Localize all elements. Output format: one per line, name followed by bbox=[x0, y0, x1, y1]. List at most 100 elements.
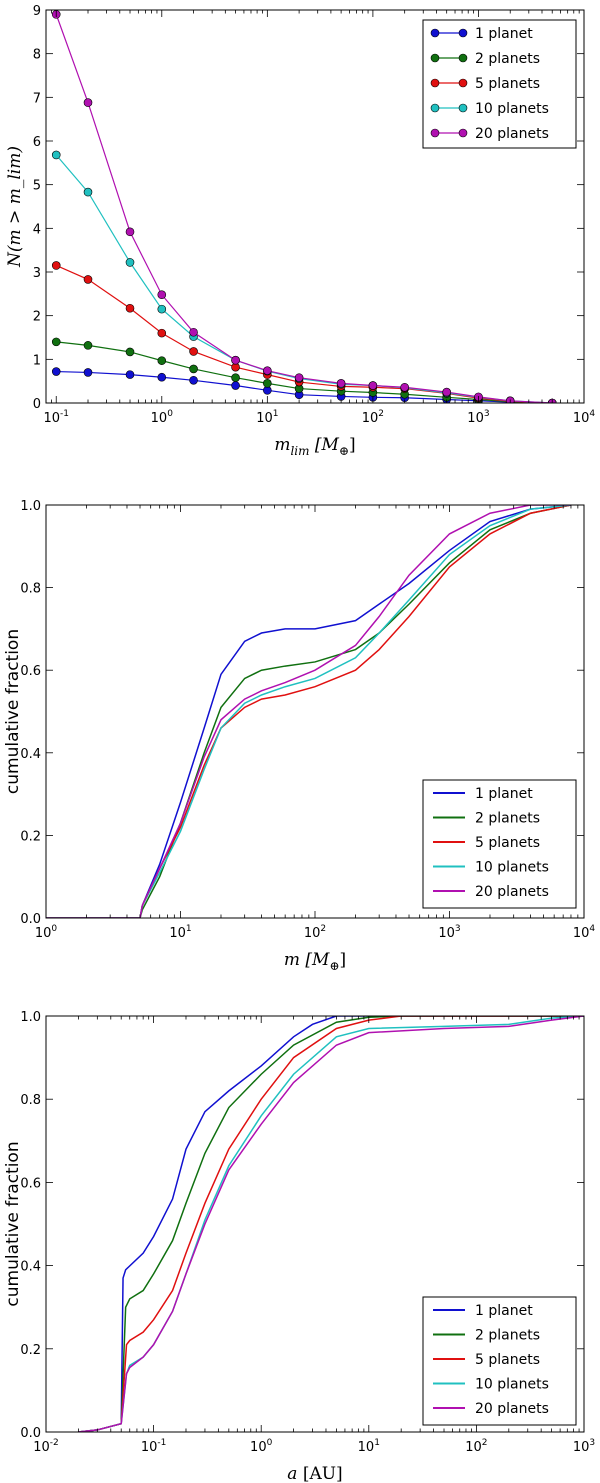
x-label-symbol: m bbox=[284, 950, 300, 970]
plot-area bbox=[78, 1016, 584, 1432]
data-point bbox=[51, 337, 61, 347]
data-point bbox=[51, 150, 61, 160]
legend-marker bbox=[458, 103, 468, 113]
x-tick-label: 100 bbox=[151, 409, 174, 426]
chart-3: 10-2 10-1 100 101 102 1030.00.20.40.60.81.0a … bbox=[3, 1010, 595, 1483]
data-point bbox=[51, 367, 61, 376]
x-label-unit: [AU] bbox=[297, 1464, 342, 1483]
data-point bbox=[157, 328, 167, 338]
data-point bbox=[125, 370, 135, 379]
y-tick-label: 1 bbox=[33, 353, 41, 368]
y-tick-label: 4 bbox=[33, 222, 41, 237]
x-tick-label: 100 bbox=[250, 1438, 273, 1455]
x-tick-label: 104 bbox=[573, 409, 596, 426]
x-axis-label: a [AU] bbox=[287, 1464, 342, 1483]
tick-base: 10 bbox=[33, 1440, 50, 1455]
legend-label: 10 planets bbox=[475, 1377, 549, 1393]
tick-base: 10 bbox=[43, 411, 60, 426]
x-label-close: ] bbox=[340, 950, 347, 970]
legend-box bbox=[422, 1296, 577, 1426]
tick-base: 10 bbox=[467, 411, 484, 426]
tick-exponent: 4 bbox=[589, 409, 595, 419]
tick-base: 10 bbox=[573, 1440, 590, 1455]
series-line-1 bbox=[78, 1016, 584, 1432]
tick-exponent: -1 bbox=[60, 409, 69, 419]
x-tick-label: 101 bbox=[256, 409, 278, 426]
tick-base: 10 bbox=[573, 411, 590, 426]
tick-exponent: 3 bbox=[589, 1438, 595, 1448]
data-point bbox=[83, 368, 93, 377]
data-point bbox=[125, 258, 135, 267]
data-point bbox=[125, 227, 135, 237]
y-tick-label: 1.0 bbox=[20, 1010, 41, 1025]
data-point bbox=[83, 275, 93, 284]
x-tick-label: 103 bbox=[438, 924, 460, 941]
data-point bbox=[125, 303, 135, 313]
legend-box bbox=[422, 779, 577, 909]
data-point bbox=[189, 375, 198, 385]
data-point bbox=[231, 355, 240, 365]
data-point bbox=[51, 261, 61, 270]
legend-marker bbox=[430, 128, 440, 138]
series-line-5 bbox=[46, 505, 571, 918]
data-point bbox=[157, 356, 167, 365]
x-label-close: ] bbox=[349, 435, 356, 455]
series-line-4 bbox=[46, 505, 572, 918]
tick-base: 10 bbox=[256, 411, 273, 426]
tick-base: 10 bbox=[362, 411, 379, 426]
data-point bbox=[83, 98, 93, 107]
tick-exponent: 3 bbox=[455, 924, 461, 934]
legend-label: 10 planets bbox=[475, 101, 549, 117]
x-label-symbol: m bbox=[274, 435, 290, 455]
tick-base: 10 bbox=[169, 926, 186, 941]
data-point bbox=[231, 373, 240, 382]
tick-exponent: 0 bbox=[51, 924, 57, 934]
legend-label: 1 planet bbox=[475, 26, 533, 42]
x-tick-label: 102 bbox=[362, 409, 384, 426]
y-tick-label: 7 bbox=[33, 91, 41, 106]
data-point bbox=[263, 379, 272, 388]
tick-base: 10 bbox=[35, 926, 52, 941]
legend-label: 2 planets bbox=[475, 811, 540, 827]
x-axis-label: mlim [M⊕] bbox=[274, 435, 355, 458]
tick-exponent: 1 bbox=[374, 1438, 380, 1448]
y-tick-label: 6 bbox=[33, 135, 41, 150]
y-tick-label: 3 bbox=[33, 266, 41, 281]
tick-base: 10 bbox=[250, 1440, 267, 1455]
data-point bbox=[83, 341, 93, 350]
legend-label: 1 planet bbox=[475, 1303, 533, 1319]
data-point bbox=[157, 290, 167, 300]
tick-exponent: 1 bbox=[186, 924, 192, 934]
series-line-5 bbox=[78, 1016, 584, 1432]
axes-frame bbox=[45, 9, 585, 404]
y-tick-label: 0.4 bbox=[20, 747, 41, 762]
data-point bbox=[157, 304, 167, 314]
x-tick-label: 101 bbox=[358, 1438, 380, 1455]
tick-exponent: 3 bbox=[484, 409, 490, 419]
series-line-2 bbox=[46, 505, 572, 918]
legend-marker bbox=[458, 78, 468, 88]
y-tick-label: 5 bbox=[33, 179, 41, 194]
legend-marker bbox=[430, 78, 440, 88]
x-tick-label: 104 bbox=[573, 924, 596, 941]
y-tick-label: 0.6 bbox=[20, 1176, 41, 1191]
legend-label: 20 planets bbox=[475, 884, 549, 900]
x-tick-label: 102 bbox=[465, 1438, 487, 1455]
y-tick-label: 0.8 bbox=[20, 582, 41, 597]
legend: 1 planet 2 planets 5 planets 10 planets 20 p… bbox=[422, 19, 577, 149]
data-point bbox=[400, 382, 409, 392]
series-line-2 bbox=[78, 1016, 584, 1432]
legend-marker bbox=[430, 28, 440, 38]
x-tick-label: 103 bbox=[573, 1438, 595, 1455]
legend: 1 planet 2 planets 5 planets 10 planets 20 p… bbox=[422, 779, 577, 909]
series-line-3 bbox=[78, 1016, 584, 1432]
tick-base: 10 bbox=[141, 1440, 158, 1455]
x-tick-label: 10-2 bbox=[33, 1438, 59, 1455]
y-tick-label: 0.4 bbox=[20, 1260, 41, 1275]
y-tick-label: 0 bbox=[33, 397, 41, 412]
x-tick-label: 102 bbox=[304, 924, 326, 941]
x-label-unit-subscript: ⊕ bbox=[339, 444, 349, 458]
tick-exponent: 0 bbox=[167, 409, 173, 419]
